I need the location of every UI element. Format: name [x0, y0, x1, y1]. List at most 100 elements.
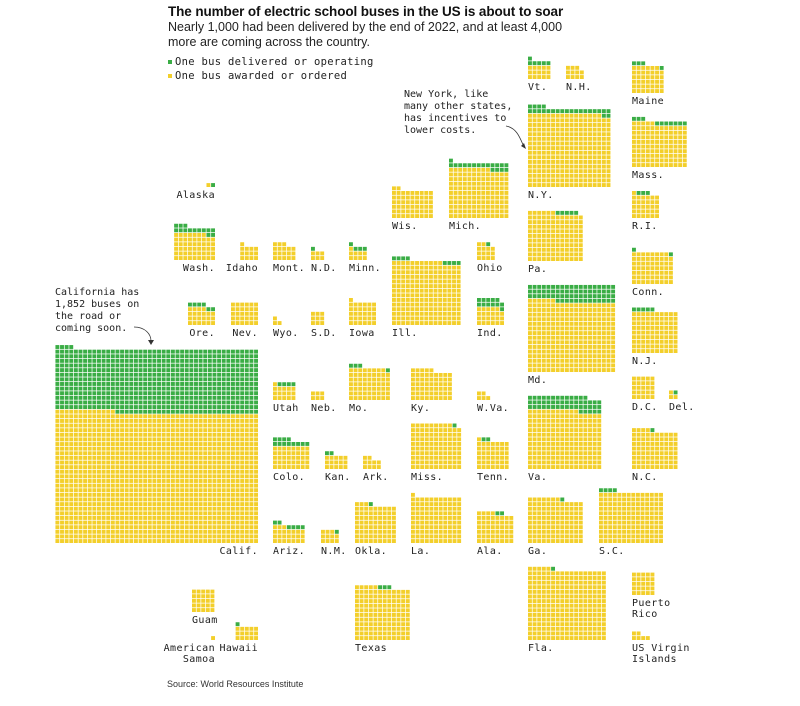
bus-cell-delivered	[161, 386, 166, 391]
bus-cell-ordered	[325, 460, 329, 465]
bus-cell-ordered	[235, 423, 240, 428]
bus-cell-ordered	[69, 451, 74, 456]
bus-cell-ordered	[433, 270, 438, 275]
bus-cell-ordered	[291, 386, 296, 391]
bus-cell-ordered	[161, 539, 166, 543]
bus-cell-ordered	[143, 492, 148, 497]
bus-cell-ordered	[477, 460, 481, 465]
bus-cell-ordered	[55, 409, 60, 414]
bus-cell-ordered	[541, 349, 546, 354]
bus-cell-ordered	[532, 146, 537, 151]
bus-cell-ordered	[143, 488, 148, 493]
bus-cell-ordered	[217, 474, 222, 479]
bus-cell-delivered	[574, 405, 579, 409]
bus-cell-ordered	[452, 293, 456, 298]
bus-cell-delivered	[189, 368, 194, 373]
bus-cell-delivered	[588, 405, 592, 409]
bus-cell-delivered	[235, 622, 240, 627]
bus-cell-delivered	[207, 349, 212, 354]
bus-cell-ordered	[560, 345, 565, 349]
bus-cell-ordered	[161, 414, 166, 419]
bus-cell-ordered	[203, 511, 208, 516]
bus-cell-ordered	[401, 204, 406, 209]
bus-cell-ordered	[546, 465, 551, 469]
bus-cell-ordered	[546, 224, 551, 229]
bus-cell-ordered	[124, 539, 129, 543]
bus-cell-ordered	[286, 251, 291, 256]
bus-cell-ordered	[434, 497, 438, 502]
bus-cell-ordered	[443, 465, 448, 469]
bus-cell-ordered	[583, 340, 588, 345]
bus-cell-ordered	[541, 141, 546, 146]
bus-cell-ordered	[419, 261, 424, 265]
bus-cell-ordered	[504, 442, 509, 446]
bus-cell-ordered	[433, 316, 438, 321]
bus-cell-ordered	[645, 326, 650, 330]
bus-cell-ordered	[157, 511, 161, 516]
bus-cell-ordered	[362, 302, 367, 307]
bus-cell-ordered	[578, 164, 583, 169]
bus-cell-ordered	[611, 368, 616, 372]
bus-cell-ordered	[231, 316, 235, 321]
bus-cell-delivered	[277, 382, 282, 387]
bus-cell-ordered	[641, 344, 646, 349]
bus-cell-ordered	[212, 423, 217, 428]
bus-cell-ordered	[359, 539, 364, 543]
bus-cell-ordered	[486, 256, 491, 260]
bus-cell-ordered	[442, 311, 447, 316]
bus-cell-delivered	[286, 525, 291, 530]
bus-cell-delivered	[221, 372, 226, 377]
bus-cell-ordered	[376, 377, 381, 382]
bus-cell-ordered	[583, 460, 588, 465]
bus-cell-ordered	[560, 169, 565, 174]
bus-cell-ordered	[170, 520, 175, 525]
bus-cell-ordered	[410, 191, 415, 195]
bus-cell-delivered	[532, 294, 537, 299]
bus-cell-ordered	[129, 525, 134, 530]
bus-cell-ordered	[429, 506, 434, 511]
bus-cell-ordered	[320, 396, 325, 400]
bus-cell-ordered	[583, 465, 588, 469]
bus-cell-delivered	[69, 363, 74, 368]
bus-cell-ordered	[415, 265, 419, 270]
bus-cell-ordered	[588, 446, 592, 451]
bus-cell-ordered	[541, 123, 546, 127]
bus-cell-ordered	[201, 307, 206, 312]
bus-cell-ordered	[574, 331, 579, 336]
bus-cell-ordered	[636, 330, 641, 335]
bus-cell-delivered	[143, 382, 148, 386]
bus-cell-ordered	[189, 539, 194, 543]
bus-cell-ordered	[650, 266, 655, 271]
bus-cell-ordered	[564, 451, 569, 456]
bus-cell-ordered	[456, 274, 461, 279]
bus-cell-ordered	[500, 321, 504, 325]
bus-cell-ordered	[133, 516, 138, 520]
bus-cell-delivered	[254, 349, 258, 354]
bus-cell-ordered	[106, 414, 111, 419]
bus-cell-ordered	[574, 312, 579, 317]
bus-cell-ordered	[152, 428, 157, 433]
bus-cell-delivered	[592, 289, 597, 294]
bus-cell-ordered	[632, 335, 636, 340]
bus-cell-ordered	[401, 631, 406, 636]
bus-cell-ordered	[583, 123, 588, 127]
bus-cell-ordered	[92, 437, 97, 442]
bus-cell-ordered	[532, 75, 537, 79]
legend-swatch-ordered	[168, 74, 172, 78]
bus-cell-ordered	[161, 511, 166, 516]
bus-cell-ordered	[583, 317, 588, 322]
bus-cell-delivered	[583, 400, 588, 405]
bus-cell-ordered	[60, 465, 64, 470]
bus-cell-ordered	[532, 113, 537, 118]
bus-cell-delivered	[124, 409, 129, 414]
bus-cell-ordered	[192, 316, 197, 321]
bus-cell-ordered	[231, 469, 235, 474]
bus-cell-ordered	[424, 274, 429, 279]
bus-cell-ordered	[201, 589, 206, 594]
bus-cell-ordered	[392, 298, 396, 302]
bus-cell-ordered	[551, 414, 555, 419]
bus-cell-ordered	[546, 220, 551, 225]
bus-cell-ordered	[231, 497, 235, 502]
bus-cell-ordered	[650, 209, 655, 214]
bus-cell-ordered	[198, 474, 203, 479]
